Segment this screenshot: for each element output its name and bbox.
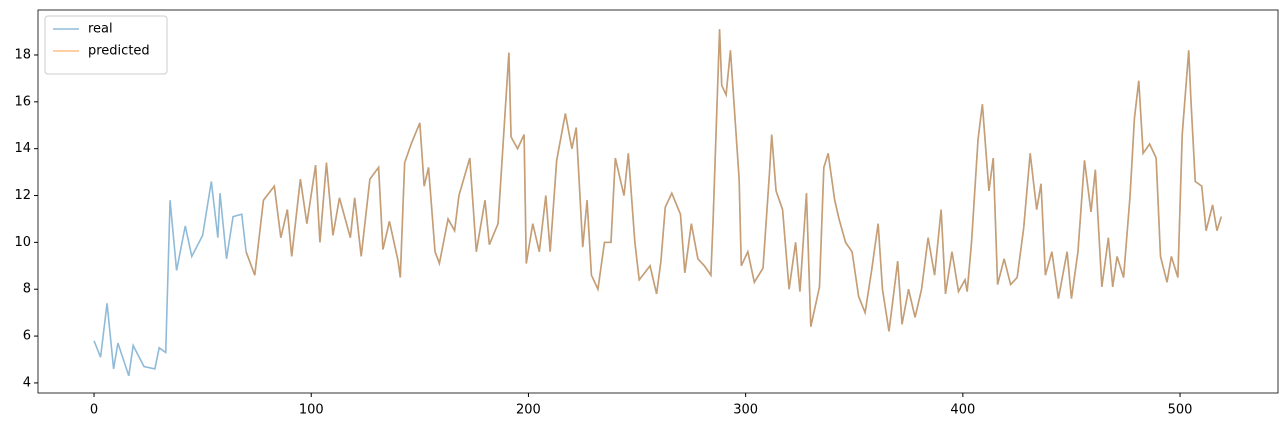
legend-box [44,15,168,75]
x-tick-label: 200 [516,403,541,418]
y-tick-label: 16 [14,94,31,109]
legend: real predicted [44,15,168,75]
x-tick-label: 100 [299,403,324,418]
plot-frame [37,9,1279,394]
y-tick-label: 8 [23,282,31,297]
y-tick-label: 18 [14,47,31,62]
x-tick-label: 500 [1168,403,1193,418]
y-tick-label: 6 [23,329,31,344]
x-tick-label: 400 [950,403,975,418]
x-tick-label: 0 [90,403,98,418]
legend-label: predicted [88,44,150,59]
y-tick-label: 12 [14,188,31,203]
legend-label: real [88,22,113,37]
line [245,29,1223,332]
x-tick-label: 300 [733,403,758,418]
y-tick-label: 10 [14,235,31,250]
y-tick-label: 4 [23,375,31,390]
y-tick-label: 14 [14,141,31,156]
